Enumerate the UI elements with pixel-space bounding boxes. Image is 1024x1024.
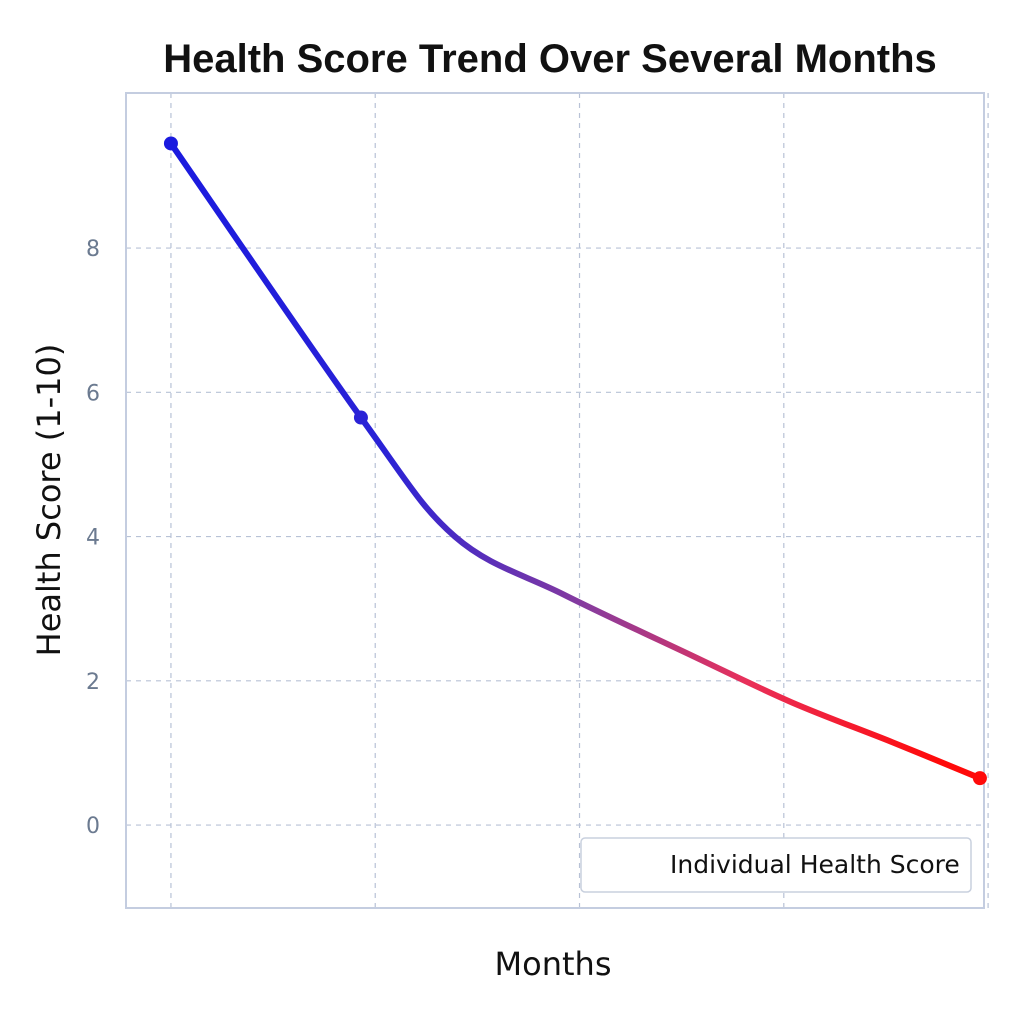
y-axis-label: Health Score (1-10) <box>30 344 68 657</box>
y-tick-label: 2 <box>86 670 100 695</box>
series-markers <box>163 136 987 786</box>
y-tick-label: 0 <box>86 814 100 839</box>
plot-frame <box>125 92 985 909</box>
series-line-individual-health-score <box>167 140 983 782</box>
x-axis-label: Months <box>495 945 612 983</box>
y-tick-label: 6 <box>86 381 100 406</box>
chart-title: Health Score Trend Over Several Months <box>163 37 937 81</box>
legend-label: Individual Health Score <box>670 850 960 879</box>
y-axis-ticks: 0 2 4 6 8 <box>86 237 100 839</box>
y-tick-label: 8 <box>86 237 100 262</box>
data-point-marker <box>972 771 987 786</box>
data-point-marker <box>353 410 368 425</box>
legend: Individual Health Score <box>580 837 972 893</box>
legend-box <box>580 837 972 893</box>
grid <box>126 93 989 908</box>
y-tick-label: 4 <box>86 526 100 551</box>
data-point-marker <box>163 136 178 151</box>
